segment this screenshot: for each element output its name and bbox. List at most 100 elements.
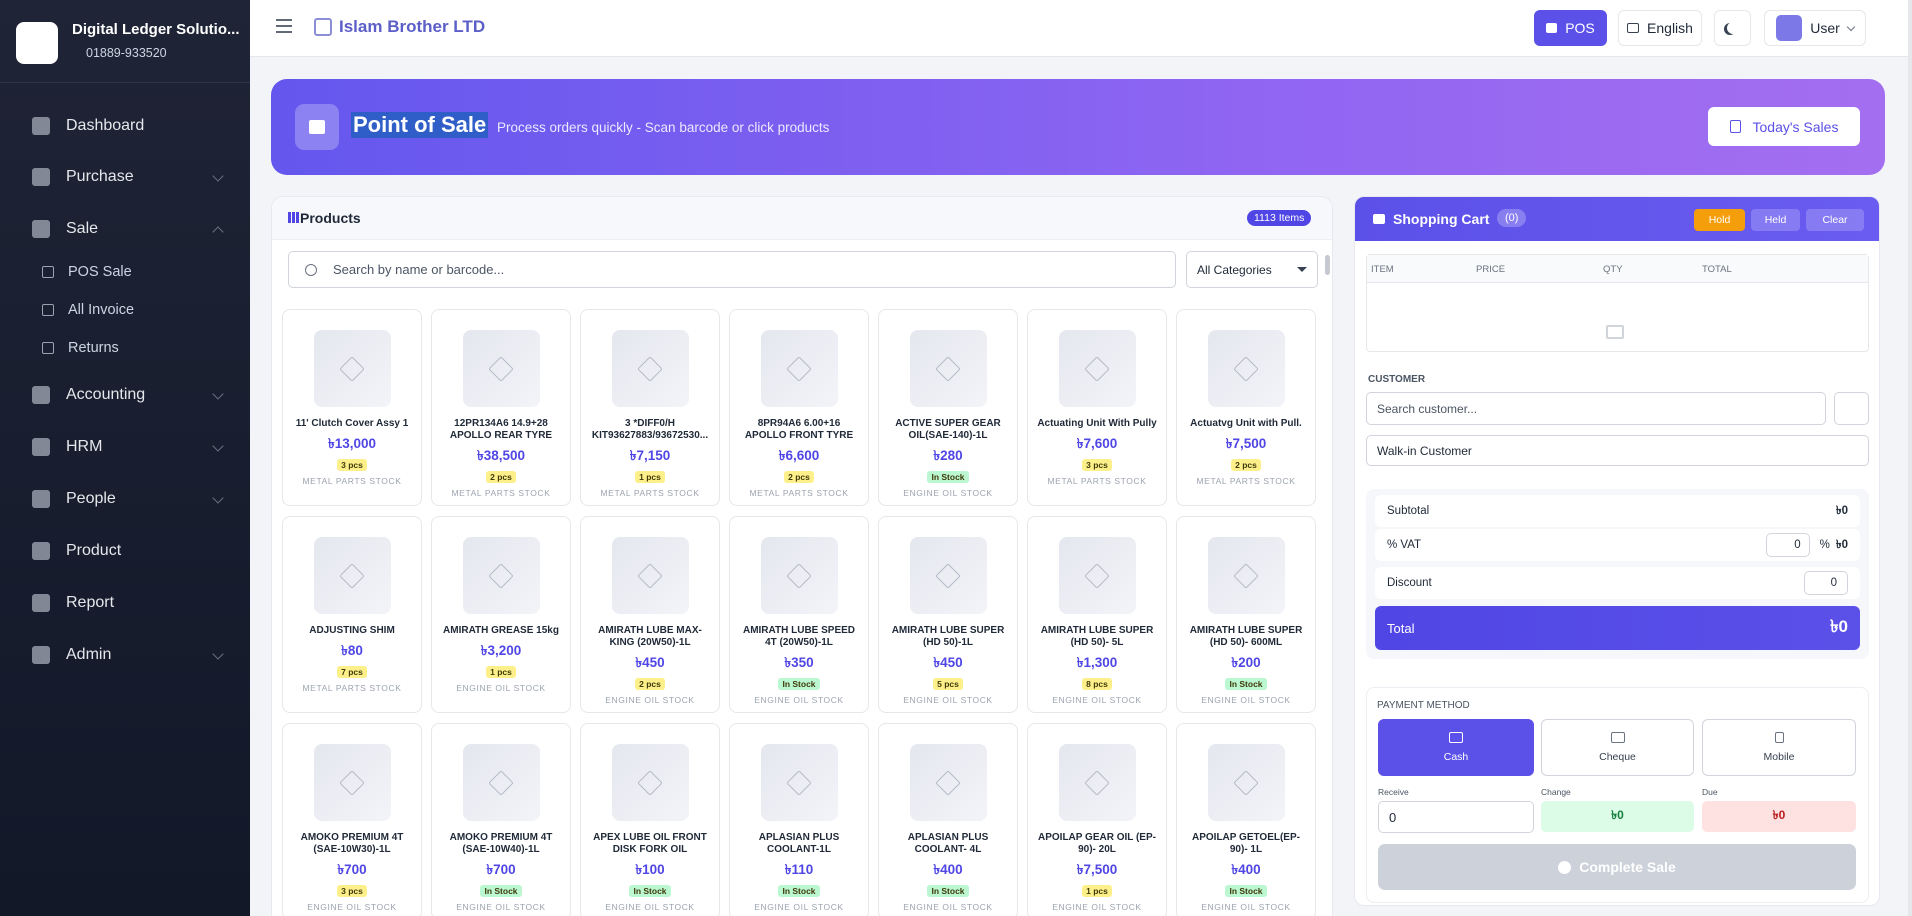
vat-input[interactable]: 0 [1765,533,1810,557]
product-card[interactable]: APOILAP GEAR OIL (EP-90)- 20L ৳7,500 1 pcs… [1027,723,1167,916]
product-grid: 11' Clutch Cover Assy 1 ৳13,000 3 pcs METAL… [282,309,1316,916]
product-card[interactable]: AMIRATH LUBE SUPER (HD 50)-1L ৳450 5 pcs EN… [878,516,1018,713]
theme-button[interactable] [1714,10,1751,46]
product-card[interactable]: AMIRATH LUBE SUPER (HD 50)- 600ML ৳200 In … [1176,516,1316,713]
menu-item[interactable]: Product [32,542,222,560]
product-card[interactable]: 11' Clutch Cover Assy 1 ৳13,000 3 pcs METAL… [282,309,422,506]
method-label: Mobile [1763,751,1795,763]
product-icon [637,562,663,589]
menu-item[interactable]: Admin [32,646,224,664]
product-icon [1084,355,1110,382]
mobile-method[interactable]: Mobile [1702,719,1856,776]
product-card[interactable]: APEX LUBE OIL FRONT DISK FORK OIL ৳100 In … [580,723,720,916]
product-image [462,744,540,821]
product-name: APLASIAN PLUS COOLANT-1L [758,832,840,855]
product-card[interactable]: AMOKO PREMIUM 4T (SAE-10W40)-1L ৳700 In St… [431,723,571,916]
payment-label: PAYMENT METHOD [1377,700,1470,711]
product-card[interactable]: APLASIAN PLUS COOLANT-1L ৳110 In Stock ENGI… [729,723,869,916]
product-icon [786,769,812,796]
search-placeholder: Search by name or barcode... [333,262,505,277]
cash-method[interactable]: Cash [1378,719,1534,776]
cart-table [1366,254,1869,352]
pos-button[interactable]: POS [1534,10,1607,46]
clear-button[interactable]: Clear [1806,209,1864,231]
submenu-label: All Invoice [68,302,135,318]
product-name: ADJUSTING SHIM [309,625,395,636]
todays-sales-button[interactable]: Today's Sales [1708,107,1860,146]
submenu-item[interactable]: POS Sale [42,264,132,280]
product-card[interactable]: Actuating Unit With Pully ৳7,600 3 pcs META… [1027,309,1167,506]
product-icon [339,355,365,382]
grid-icon [288,212,299,223]
receive-input[interactable]: 0 [1378,801,1534,833]
due-value: ৳0 [1702,801,1856,832]
product-card[interactable]: 3 *DIFF0/H KIT93627883/93672530... ৳7,150… [580,309,720,506]
add-customer-button[interactable] [1834,392,1869,425]
column-header: QTY [1603,264,1623,275]
menu-item[interactable]: HRM [32,438,224,456]
product-image [611,330,689,407]
complete-sale-button[interactable]: Complete Sale [1378,844,1856,890]
product-image [313,744,391,821]
language-button[interactable]: English [1618,10,1702,46]
menu-item[interactable]: Dashboard [32,117,222,135]
menu-label: People [66,490,116,507]
product-name: AMOKO PREMIUM 4T (SAE-10W40)-1L [449,832,553,855]
stock-badge: 3 pcs [1082,459,1112,471]
total-row: Total ৳0 [1375,606,1860,650]
cart-table-header [1367,255,1868,283]
customer-select[interactable]: Walk-in Customer [1366,435,1869,466]
submenu-item[interactable]: All Invoice [42,302,134,318]
stock-badge: 1 pcs [1082,885,1112,897]
method-label: Cheque [1599,751,1636,763]
product-icon [1084,769,1110,796]
banner: Point of Sale Process orders quickly - S… [271,79,1885,175]
company-name: Islam Brother LTD [339,17,486,36]
user-button[interactable]: User [1764,10,1866,46]
product-image [1207,744,1285,821]
hold-button[interactable]: Hold [1694,209,1745,231]
product-card[interactable]: AMIRATH LUBE SUPER (HD 50)- 5L ৳1,300 8 pc… [1027,516,1167,713]
product-card[interactable]: AMIRATH GREASE 15kg ৳3,200 1 pcs ENGINE OIL… [431,516,571,713]
category-select[interactable]: All Categories [1186,251,1318,288]
product-name: 12PR134A6 14.9+28 APOLLO REAR TYRE WIT..… [449,418,553,441]
product-name: AMIRATH GREASE 15kg [443,625,559,636]
pos-label: POS [1565,20,1595,36]
product-icon [488,562,514,589]
menu-toggle[interactable] [276,19,292,33]
discount-input[interactable]: 0 [1804,571,1848,595]
product-card[interactable]: Actuatvg Unit with Pull. ৳7,500 2 pcs METAL… [1176,309,1316,506]
menu-item[interactable]: People [32,490,224,508]
product-name: 11' Clutch Cover Assy 1 [295,418,409,429]
held-button[interactable]: Held [1751,209,1800,231]
product-card[interactable]: APOILAP GETOEL(EP-90)- 1L ৳400 In Stock ENG… [1176,723,1316,916]
menu-item[interactable]: Accounting [32,386,224,404]
product-card[interactable]: 12PR134A6 14.9+28 APOLLO REAR TYRE WIT..… [431,309,571,506]
menu-item[interactable]: Report [32,594,222,612]
menu-label: HRM [66,438,103,455]
menu-label: Dashboard [66,117,145,134]
product-search[interactable]: Search by name or barcode... [288,251,1176,288]
product-card[interactable]: AMIRATH LUBE SPEED 4T (20W50)-1L ৳350 In S… [729,516,869,713]
menu-item[interactable]: Purchase [32,168,224,186]
product-card[interactable]: AMOKO PREMIUM 4T (SAE-10W30)-1L ৳700 3 pcs… [282,723,422,916]
product-card[interactable]: ACTIVE SUPER GEAR OIL(SAE-140)-1L ৳280 In … [878,309,1018,506]
product-image [313,537,391,614]
product-name: AMIRATH LUBE SUPER (HD 50)- 5L [1040,625,1154,648]
product-card[interactable]: 8PR94A6 6.00+16 APOLLO FRONT TYRE WITH T… [729,309,869,506]
submenu-label: Returns [68,340,119,356]
product-image [462,330,540,407]
brand-name: Digital Ledger Solutio... [72,21,240,38]
product-price: ৳7,500 [1076,862,1118,877]
product-card[interactable]: ADJUSTING SHIM ৳80 7 pcs METAL PARTS STOCK [282,516,422,713]
customer-search[interactable]: Search customer... [1366,392,1826,425]
menu-item[interactable]: Sale [32,220,224,238]
payment-box [1366,687,1869,903]
submenu-item[interactable]: Returns [42,340,119,356]
product-category: ENGINE OIL STOCK [1201,902,1291,912]
cheque-method[interactable]: Cheque [1541,719,1694,776]
change-value: ৳0 [1541,801,1694,832]
product-category: METAL PARTS STOCK [451,488,551,498]
product-card[interactable]: APLASIAN PLUS COOLANT- 4L ৳400 In Stock ENG… [878,723,1018,916]
product-card[interactable]: AMIRATH LUBE MAX-KING (20W50)-1L ৳450 2 pc… [580,516,720,713]
